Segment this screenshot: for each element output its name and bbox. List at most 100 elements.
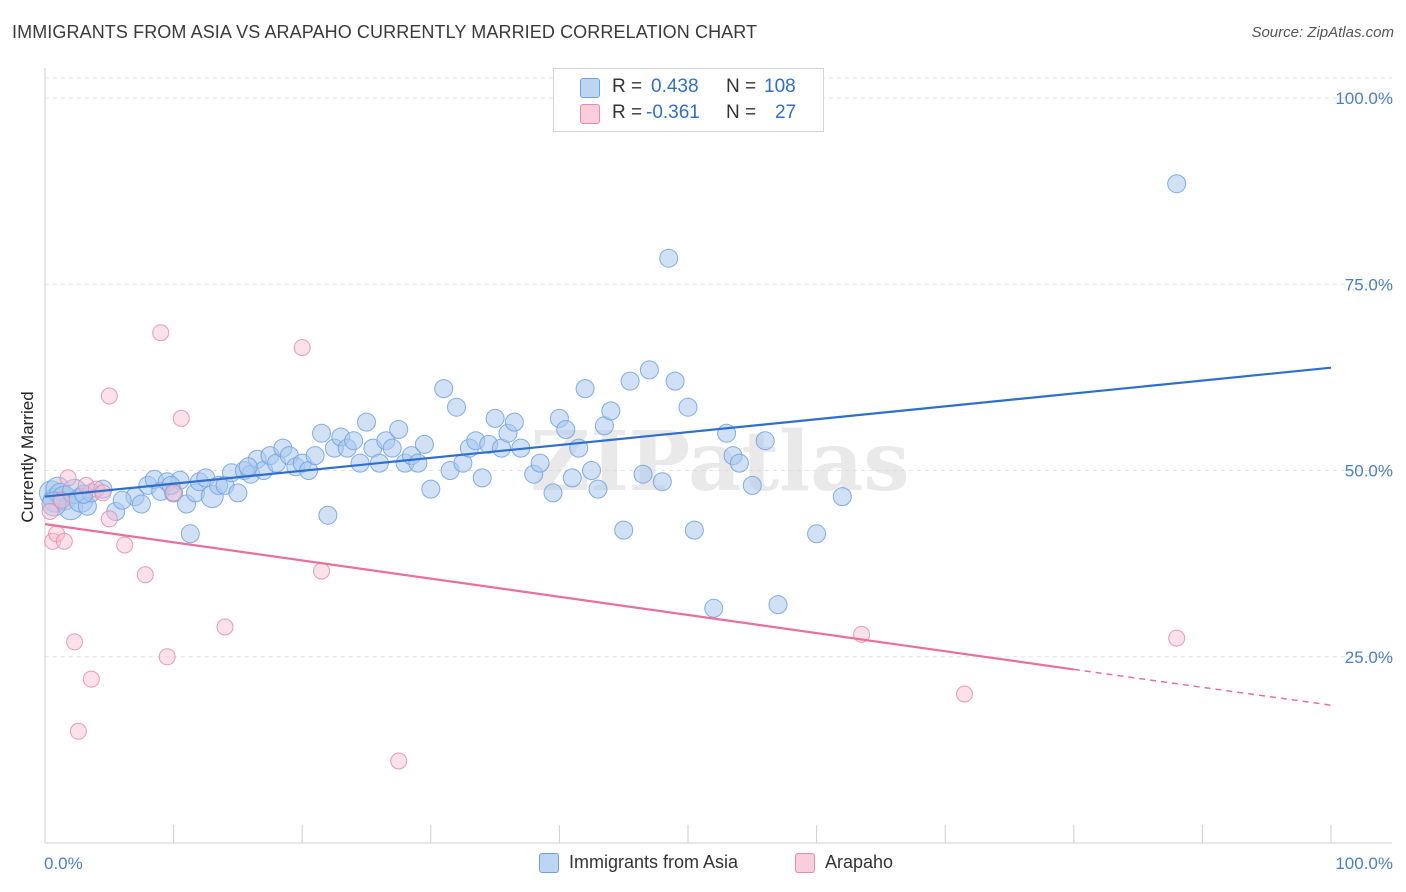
legend-r-value: 0.438 bbox=[651, 76, 699, 97]
data-point bbox=[389, 420, 409, 439]
data-point bbox=[768, 595, 788, 615]
data-point bbox=[485, 408, 505, 428]
legend-r-label: R = bbox=[612, 102, 643, 123]
y-axis-label: Currently Married bbox=[18, 391, 37, 522]
data-point bbox=[172, 409, 190, 427]
y-tick-label: 25.0% bbox=[1345, 648, 1393, 667]
data-point bbox=[293, 339, 311, 357]
data-point bbox=[94, 484, 112, 502]
data-point bbox=[684, 520, 704, 540]
trend-line-arapaho-extension bbox=[1073, 668, 1332, 706]
legend-swatch-asia bbox=[580, 78, 600, 98]
data-point bbox=[318, 505, 338, 525]
data-point bbox=[543, 483, 563, 503]
bottom-legend-swatch-arapaho bbox=[795, 853, 815, 873]
legend-swatch-arapaho bbox=[580, 104, 600, 124]
y-tick-label: 50.0% bbox=[1345, 462, 1393, 481]
data-point bbox=[729, 453, 749, 473]
data-point bbox=[41, 503, 59, 520]
data-point bbox=[228, 483, 248, 503]
data-point bbox=[832, 487, 852, 507]
data-point bbox=[313, 562, 330, 580]
bottom-legend-swatch-asia bbox=[539, 853, 559, 873]
x-tick-label-max: 100.0% bbox=[1335, 854, 1393, 873]
data-point bbox=[66, 633, 84, 651]
data-point bbox=[588, 479, 608, 499]
x-tick-label-min: 0.0% bbox=[44, 854, 83, 873]
data-point bbox=[55, 532, 73, 550]
data-point bbox=[408, 453, 428, 473]
data-point bbox=[447, 397, 466, 417]
series-asia bbox=[38, 174, 1187, 618]
data-point bbox=[620, 371, 640, 391]
data-point bbox=[421, 479, 441, 499]
data-point bbox=[434, 379, 454, 399]
series-arapaho bbox=[41, 324, 1186, 770]
data-point bbox=[131, 494, 151, 514]
data-point bbox=[180, 524, 200, 544]
legend-n-value: 27 bbox=[775, 102, 797, 123]
data-point bbox=[562, 468, 582, 488]
legend-n-label: N = bbox=[726, 76, 757, 97]
data-point bbox=[350, 453, 370, 473]
legend-n-value: 108 bbox=[764, 76, 796, 97]
data-point bbox=[414, 434, 434, 454]
data-point bbox=[742, 475, 762, 495]
legend-n-label: N = bbox=[726, 102, 757, 123]
data-point bbox=[1167, 174, 1187, 194]
data-point bbox=[575, 379, 595, 399]
bottom-legend-label-arapaho: Arapaho bbox=[825, 852, 894, 872]
data-point bbox=[601, 401, 621, 421]
data-point bbox=[1168, 629, 1186, 647]
y-tick-label: 75.0% bbox=[1345, 275, 1393, 294]
trend-line-asia bbox=[44, 366, 1332, 498]
bottom-legend-label-asia: Immigrants from Asia bbox=[569, 852, 739, 872]
data-point bbox=[116, 536, 134, 554]
data-point bbox=[216, 618, 234, 636]
data-point bbox=[956, 685, 973, 703]
data-point bbox=[136, 566, 154, 584]
data-point bbox=[357, 412, 376, 432]
data-point bbox=[344, 431, 364, 451]
data-point bbox=[614, 520, 634, 540]
data-point bbox=[704, 598, 724, 618]
axes bbox=[44, 68, 1392, 844]
data-point bbox=[69, 722, 87, 740]
data-point bbox=[659, 248, 679, 268]
data-point bbox=[678, 397, 698, 417]
legend-r-value: -0.361 bbox=[646, 102, 700, 123]
chart-title: IMMIGRANTS FROM ASIA VS ARAPAHO CURRENTL… bbox=[12, 22, 758, 42]
legend-r-label: R = bbox=[612, 76, 643, 97]
data-point bbox=[582, 461, 601, 480]
data-point bbox=[755, 431, 775, 451]
data-point bbox=[112, 490, 132, 510]
data-point bbox=[59, 469, 77, 487]
data-point bbox=[158, 648, 176, 666]
data-point bbox=[472, 468, 492, 488]
data-point bbox=[652, 472, 672, 492]
data-point bbox=[312, 423, 331, 443]
tick-labels: 25.0% 50.0% 75.0% 100.0% 0.0% 100.0% bbox=[44, 89, 1393, 873]
data-point bbox=[807, 524, 827, 544]
data-point bbox=[382, 438, 402, 458]
data-point bbox=[165, 484, 183, 502]
data-point bbox=[530, 453, 550, 473]
data-point bbox=[639, 360, 659, 380]
trend-layer bbox=[44, 366, 1332, 706]
y-tick-label: 100.0% bbox=[1335, 89, 1393, 108]
trend-line-arapaho bbox=[44, 523, 1074, 671]
data-point bbox=[82, 670, 100, 688]
data-point bbox=[633, 464, 653, 484]
data-point bbox=[556, 420, 576, 439]
data-point bbox=[100, 510, 118, 528]
data-point bbox=[665, 371, 685, 391]
gridlines bbox=[45, 77, 1392, 658]
legend: R = 0.438 N = 108 R = -0.361 N = 27 bbox=[553, 68, 824, 132]
data-point bbox=[100, 387, 118, 405]
source-label: Source: ZipAtlas.com bbox=[1251, 24, 1394, 41]
data-point bbox=[152, 324, 170, 342]
data-point bbox=[305, 446, 325, 466]
data-point bbox=[504, 412, 524, 432]
data-point bbox=[390, 752, 408, 770]
